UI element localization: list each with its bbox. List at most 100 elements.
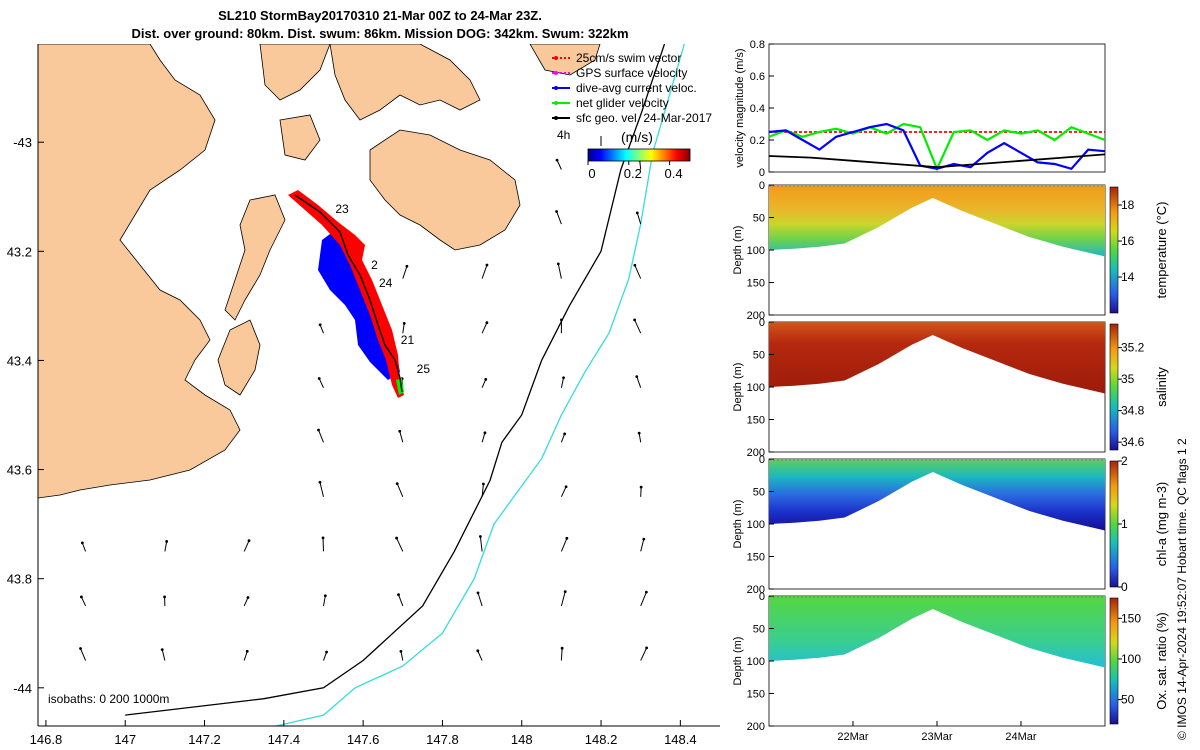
- geo-velocity-arrow-head: [560, 646, 564, 650]
- geo-velocity-arrow-head: [633, 318, 637, 322]
- section-colorbar-tick-label: 1: [1121, 517, 1128, 531]
- geo-velocity-arrow-head: [645, 646, 649, 650]
- speed-colorbar-label: (m/s): [621, 129, 653, 145]
- geo-velocity-arrow-head: [247, 539, 251, 543]
- geo-velocity-arrow-head: [642, 537, 646, 541]
- velocity-ytick-label: 0.8: [750, 39, 765, 51]
- geo-velocity-arrow-head: [644, 590, 648, 594]
- geo-velocity-arrow-head: [398, 429, 402, 433]
- land-south-arm: [224, 194, 286, 321]
- velocity-panel: 0 0.2 0.4 0.6 0.8 velocity magnitude (m/s): [734, 39, 1106, 179]
- section-ylabel: Depth (m): [732, 500, 744, 549]
- scale-label: 4h: [557, 128, 570, 142]
- map-ytick-label: 43.2: [7, 244, 32, 259]
- speed-colorbar: (m/s) 0 0.2 0.4: [587, 129, 691, 181]
- section-colorbar-label: salinity: [1154, 367, 1169, 407]
- geo-velocity-arrow-head: [637, 431, 641, 435]
- geo-velocity-arrow-head: [562, 376, 565, 380]
- section-ytick-label: 200: [747, 310, 765, 322]
- geo-velocity-arrow-head: [80, 541, 84, 545]
- section-ytick-label: 100: [747, 245, 765, 257]
- geo-velocity-arrow: [80, 648, 87, 661]
- geo-velocity-arrow: [479, 536, 483, 552]
- geo-velocity-arrow: [638, 433, 642, 443]
- geo-velocity-arrow: [481, 322, 488, 334]
- geo-velocity-arrow: [322, 595, 326, 607]
- credit-text: © IMOS 14-Apr-2024 19:52:07 Hobart time.…: [1175, 438, 1189, 740]
- section-data-fill: [769, 596, 1105, 668]
- map-xtick-label: 147.8: [426, 732, 459, 747]
- geo-velocity-arrow-head: [485, 321, 489, 325]
- geo-velocity-arrow: [396, 537, 404, 552]
- section-ytick-label: 150: [747, 278, 765, 290]
- geo-velocity-arrow: [318, 378, 324, 388]
- geo-velocity-arrow: [398, 594, 404, 607]
- map-content: [38, 44, 685, 726]
- geo-velocity-arrow-head: [476, 591, 480, 595]
- legend-marker: [554, 71, 558, 75]
- figure-subtitle: Dist. over ground: 80km. Dist. swum: 86k…: [131, 26, 629, 41]
- section-colorbar-label: Ox. sat. ratio (%): [1154, 612, 1169, 710]
- section-xtick-label: 23Mar: [921, 731, 953, 743]
- geo-velocity-arrow: [557, 263, 562, 279]
- velocity-series: [768, 122, 1106, 172]
- section-ytick-label: 50: [753, 624, 765, 636]
- geo-velocity-arrow-head: [399, 649, 403, 653]
- section-panel-4: 0 50 100 150 200 Depth (m) 50 100 150 Ox. sat. ra…: [732, 591, 1169, 743]
- section-colorbar-tick-label: 16: [1121, 234, 1135, 248]
- section-data-fill: [769, 185, 1105, 257]
- geo-velocity-arrow: [640, 539, 645, 552]
- geo-velocity-arrow-head: [402, 321, 406, 325]
- geo-velocity-arrow: [161, 649, 166, 661]
- glider-track: [288, 190, 404, 398]
- geo-velocity-arrow-head: [397, 593, 400, 597]
- geo-velocity-arrow-head: [560, 318, 563, 322]
- velocity-ylabel: velocity magnitude (m/s): [734, 48, 746, 167]
- land-bruny: [217, 319, 261, 396]
- speed-colorbar-tick-label: 0.2: [624, 166, 642, 181]
- velocity-series-line: [768, 153, 1106, 169]
- section-ytick-label: 0: [759, 591, 765, 603]
- geo-velocity-arrow-head: [163, 595, 166, 599]
- speed-colorbar-tick-label: 0: [588, 166, 595, 181]
- map-ytick-label: 43.6: [7, 463, 32, 478]
- section-panel-3: 0 50 100 150 200 Depth (m) 0 1 2 chl-a (mg m-3): [732, 454, 1169, 596]
- section-ylabel: Depth (m): [732, 637, 744, 686]
- geo-velocity-arrow: [80, 596, 87, 607]
- legend-label: GPS surface velocity: [576, 66, 687, 80]
- geo-velocity-arrow-head: [555, 158, 559, 162]
- section-colorbar: [1109, 186, 1119, 314]
- geo-velocity-arrow: [640, 647, 648, 661]
- map-ytick-label: 43.4: [7, 353, 32, 368]
- geo-velocity-arrow-head: [484, 377, 488, 381]
- velocity-ytick-label: 0.2: [750, 135, 765, 147]
- figure-title: SL210 StormBay20170310 21-Mar 00Z to 24-…: [218, 8, 542, 23]
- section-colorbar-tick-label: 35.2: [1121, 341, 1145, 355]
- geo-velocity-arrow-head: [485, 263, 489, 267]
- geo-velocity-arrow: [402, 266, 408, 279]
- speed-colorbar-tick-label: 0.4: [665, 166, 683, 181]
- isobath-1000m: [275, 44, 685, 726]
- geo-velocity-arrow: [477, 650, 483, 661]
- section-ytick-label: 150: [747, 689, 765, 701]
- section-colorbar-tick-label: 34.8: [1121, 404, 1145, 418]
- section-ytick-label: 50: [753, 487, 765, 499]
- land-forestier: [329, 44, 481, 121]
- geo-velocity-arrow-head: [323, 594, 327, 598]
- geo-velocity-arrow-head: [395, 482, 399, 485]
- geo-velocity-arrow-head: [246, 596, 250, 599]
- geo-velocity-arrow: [399, 431, 404, 443]
- legend-label: 25cm/s swim vector: [576, 51, 681, 65]
- geo-velocity-arrow: [636, 376, 642, 388]
- section-ylabel: Depth (m): [732, 226, 744, 275]
- geo-velocity-arrow: [640, 591, 647, 607]
- section-panel-2: 0 50 100 150 200 Depth (m) 34.6 34.8 35 35.2 salin…: [732, 317, 1169, 459]
- legend-label: dive-avg current veloc.: [576, 81, 697, 95]
- section-colorbar-tick-label: 34.6: [1121, 435, 1145, 449]
- geo-velocity-arrow: [639, 160, 642, 170]
- geo-velocity-arrow-head: [639, 485, 643, 489]
- geo-velocity-arrow-head: [563, 432, 567, 436]
- track-day-label: 25: [417, 362, 431, 376]
